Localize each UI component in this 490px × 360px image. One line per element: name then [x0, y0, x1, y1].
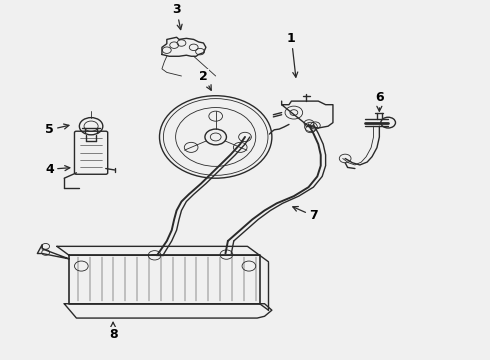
Text: 7: 7: [293, 207, 318, 222]
Text: 5: 5: [45, 123, 69, 136]
Text: 6: 6: [375, 91, 384, 111]
Text: 1: 1: [287, 32, 298, 77]
Text: 4: 4: [45, 163, 70, 176]
Text: 3: 3: [172, 3, 182, 30]
Text: 8: 8: [109, 322, 118, 341]
Text: 2: 2: [199, 69, 211, 90]
